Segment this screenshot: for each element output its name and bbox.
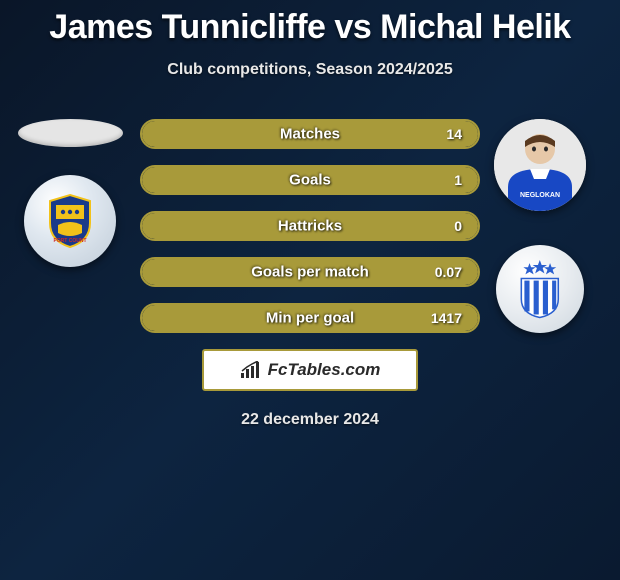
stat-value: 0.07 (435, 264, 462, 280)
crest-left: PORT COUNT (24, 175, 116, 267)
stat-bar-goals: Goals 1 (140, 165, 480, 195)
stat-value: 1 (454, 172, 462, 188)
stat-bar-goals-per-match: Goals per match 0.07 (140, 257, 480, 287)
svg-text:NEGLOKAN: NEGLOKAN (520, 192, 560, 199)
huddersfield-crest-icon (522, 260, 559, 317)
right-column: NEGLOKAN (490, 119, 590, 333)
stat-value: 14 (446, 126, 462, 142)
stockport-crest-icon: PORT COUNT (46, 193, 94, 249)
stat-value: 0 (454, 218, 462, 234)
svg-text:PORT COUNT: PORT COUNT (53, 238, 86, 244)
stat-label: Goals (289, 172, 331, 189)
footer-date: 22 december 2024 (0, 411, 620, 429)
player-right-photo: NEGLOKAN (494, 119, 586, 211)
stats-area: PORT COUNT NEGLOKAN (0, 119, 620, 429)
stat-bars: Matches 14 Goals 1 Hattricks 0 Goals per… (140, 119, 480, 333)
stat-value: 1417 (431, 310, 462, 326)
stat-label: Matches (280, 126, 340, 143)
brand-text: FcTables.com (268, 360, 381, 380)
stat-label: Goals per match (251, 264, 369, 281)
brand-box[interactable]: FcTables.com (202, 349, 418, 391)
stat-bar-matches: Matches 14 (140, 119, 480, 149)
player-left-placeholder (18, 119, 123, 147)
club-right-badge (496, 245, 584, 333)
stat-bar-hattricks: Hattricks 0 (140, 211, 480, 241)
brand-chart-icon (240, 361, 262, 379)
stat-bar-min-per-goal: Min per goal 1417 (140, 303, 480, 333)
stat-label: Hattricks (278, 218, 342, 235)
left-column: PORT COUNT (10, 119, 130, 267)
page-subtitle: Club competitions, Season 2024/2025 (0, 61, 620, 79)
page-title: James Tunnicliffe vs Michal Helik (0, 0, 620, 47)
stat-label: Min per goal (266, 310, 354, 327)
